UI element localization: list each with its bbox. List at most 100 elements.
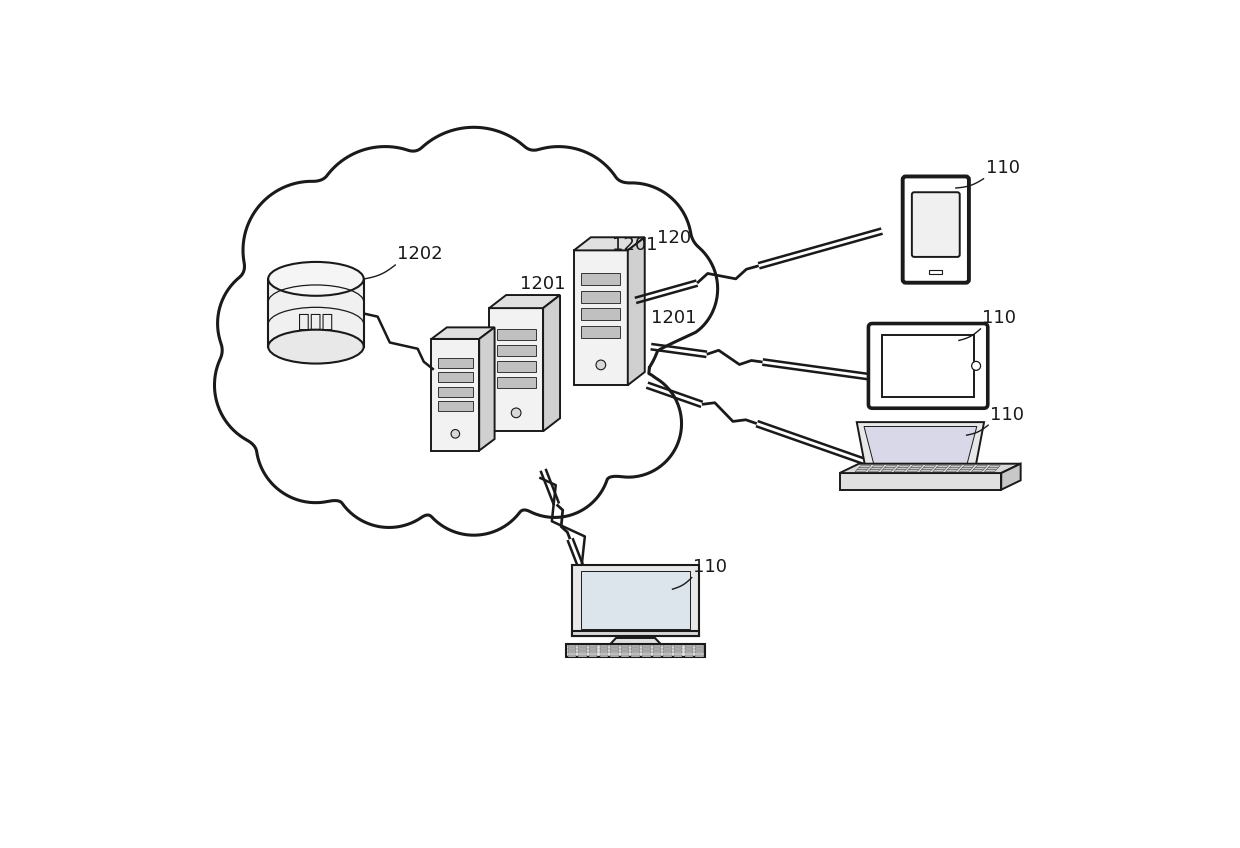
Circle shape (343, 300, 512, 470)
Circle shape (511, 408, 521, 418)
Bar (642, 655, 651, 656)
Polygon shape (479, 327, 495, 450)
Polygon shape (859, 466, 870, 467)
Bar (589, 644, 598, 647)
Polygon shape (894, 470, 906, 471)
Polygon shape (947, 467, 960, 470)
Circle shape (373, 215, 558, 400)
Polygon shape (950, 466, 961, 467)
Bar (438, 401, 472, 411)
Polygon shape (880, 470, 893, 471)
Circle shape (572, 182, 692, 303)
Polygon shape (543, 295, 560, 432)
Bar (621, 644, 630, 647)
Polygon shape (872, 466, 884, 467)
Polygon shape (856, 470, 867, 471)
Polygon shape (976, 466, 987, 467)
Polygon shape (432, 339, 479, 450)
Bar (610, 644, 619, 647)
Polygon shape (606, 638, 665, 648)
Bar (631, 644, 640, 647)
Polygon shape (986, 467, 998, 470)
Polygon shape (906, 470, 919, 471)
Text: 110: 110 (982, 310, 1016, 327)
Circle shape (490, 147, 627, 285)
Circle shape (262, 220, 439, 397)
FancyBboxPatch shape (903, 176, 968, 282)
Bar (582, 309, 620, 321)
Polygon shape (490, 295, 560, 308)
Bar (568, 644, 577, 647)
Bar (497, 345, 536, 356)
Bar (438, 387, 472, 397)
Polygon shape (988, 466, 1001, 467)
Bar (652, 648, 661, 650)
Bar (582, 291, 620, 303)
Polygon shape (898, 466, 910, 467)
Bar (568, 651, 577, 654)
Polygon shape (985, 470, 997, 471)
Circle shape (596, 360, 605, 370)
Bar (663, 648, 672, 650)
Bar (568, 655, 577, 656)
Bar (652, 644, 661, 647)
Bar (580, 572, 691, 629)
Circle shape (312, 147, 459, 293)
Circle shape (450, 315, 605, 470)
Bar (631, 648, 640, 650)
Circle shape (331, 412, 446, 527)
Polygon shape (895, 467, 908, 470)
Polygon shape (268, 279, 363, 347)
Polygon shape (910, 466, 923, 467)
Text: 120: 120 (657, 228, 691, 247)
Bar (438, 372, 472, 382)
Circle shape (262, 304, 408, 450)
FancyBboxPatch shape (911, 192, 960, 257)
Polygon shape (868, 470, 880, 471)
Bar (497, 361, 536, 372)
Polygon shape (973, 467, 986, 470)
Bar (696, 655, 704, 656)
Polygon shape (909, 467, 921, 470)
Polygon shape (946, 470, 957, 471)
Bar (675, 655, 682, 656)
Bar (578, 644, 587, 647)
Bar (696, 648, 704, 650)
Bar (497, 329, 536, 340)
Circle shape (397, 127, 551, 282)
Text: 110: 110 (990, 405, 1024, 424)
Polygon shape (932, 470, 945, 471)
Bar (497, 377, 536, 388)
Bar (600, 651, 608, 654)
Circle shape (972, 361, 981, 371)
Bar (631, 655, 640, 656)
Bar (684, 651, 693, 654)
Polygon shape (936, 466, 949, 467)
Polygon shape (961, 467, 972, 470)
Bar (578, 648, 587, 650)
Bar (675, 651, 682, 654)
Circle shape (255, 382, 376, 503)
Polygon shape (857, 422, 985, 477)
Circle shape (417, 420, 532, 535)
Bar (652, 655, 661, 656)
Text: 数据库: 数据库 (299, 312, 334, 331)
FancyBboxPatch shape (868, 324, 988, 408)
Bar (929, 270, 942, 274)
Bar (578, 655, 587, 656)
Ellipse shape (268, 330, 363, 364)
Circle shape (217, 264, 337, 383)
Bar (589, 648, 598, 650)
Polygon shape (839, 473, 1001, 489)
Bar (589, 655, 598, 656)
Polygon shape (962, 466, 975, 467)
Bar (663, 655, 672, 656)
Polygon shape (921, 467, 934, 470)
Polygon shape (839, 464, 1021, 473)
Text: 110: 110 (986, 159, 1019, 177)
Bar (600, 655, 608, 656)
Bar (652, 651, 661, 654)
Bar (572, 565, 699, 636)
Polygon shape (870, 467, 882, 470)
Bar (578, 651, 587, 654)
